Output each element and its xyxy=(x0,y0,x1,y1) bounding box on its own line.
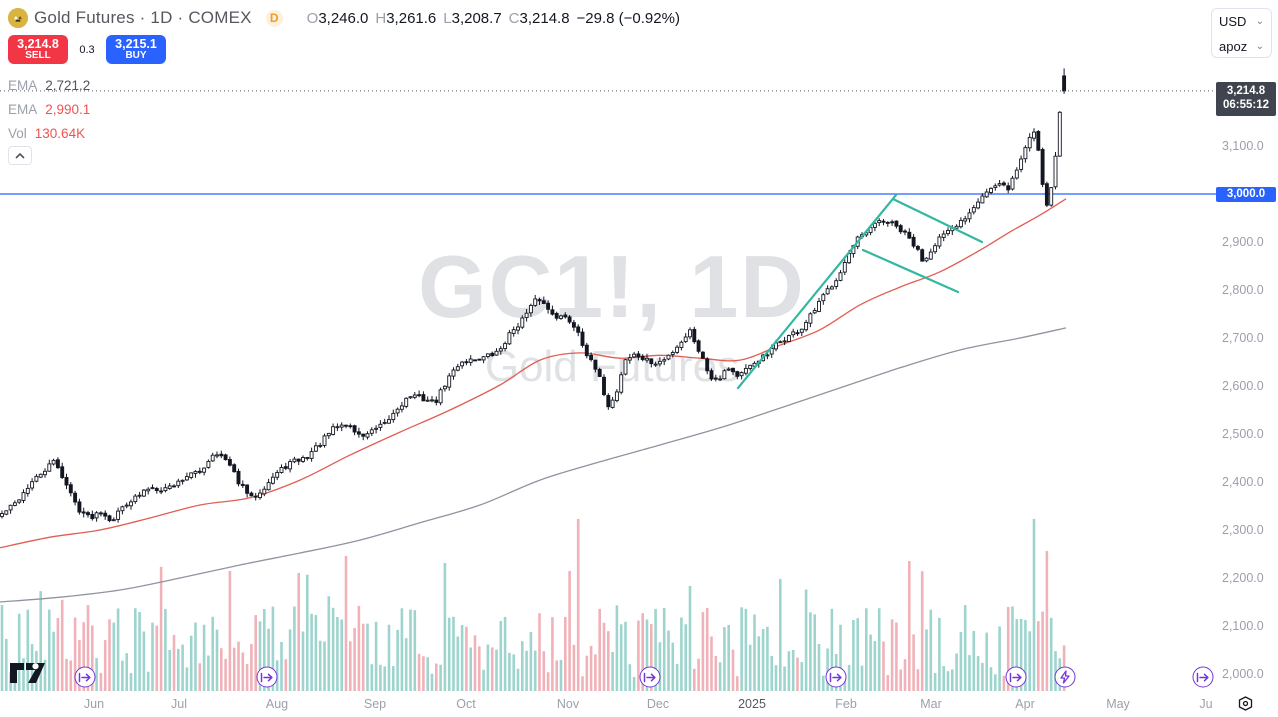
time-axis-label: 2025 xyxy=(738,697,766,711)
price-axis-label: 2,600.0 xyxy=(1222,379,1264,393)
buy-button[interactable]: 3,215.1 BUY xyxy=(106,35,166,64)
time-axis-label: Sep xyxy=(363,697,387,711)
contract-rollover-icon[interactable] xyxy=(1005,666,1027,688)
ema-slow-line xyxy=(0,327,1067,603)
candles-layer xyxy=(0,68,1067,523)
contract-rollover-icon[interactable] xyxy=(74,666,96,688)
currency-select[interactable]: USD ⌄ xyxy=(1219,14,1264,29)
change-value: −29.8 (−0.92%) xyxy=(576,9,680,27)
time-axis-label: Apr xyxy=(1015,697,1035,711)
time-axis-label: Mar xyxy=(920,697,942,711)
ohlc-values: O3,246.0 H3,261.6 L3,208.7 C3,214.8 −29.… xyxy=(306,9,680,27)
price-axis-label: 2,000.0 xyxy=(1222,667,1264,681)
time-axis-label: Jun xyxy=(83,697,105,711)
chevron-down-icon: ⌄ xyxy=(1255,41,1264,52)
indicator-row-volume[interactable]: Vol 130.64K xyxy=(8,122,90,146)
volume-bars-layer xyxy=(0,519,1066,691)
price-axis-label: 2,800.0 xyxy=(1222,283,1264,297)
symbol-title[interactable]: Gold Futures · 1D · COMEX xyxy=(34,8,252,27)
event-lightning-icon[interactable] xyxy=(1054,666,1076,688)
tradingview-logo-icon[interactable] xyxy=(9,658,47,689)
contract-rollover-icon[interactable] xyxy=(825,666,847,688)
ema-fast-value: 2,990.1 xyxy=(45,102,91,117)
time-axis-label: Feb xyxy=(835,697,857,711)
level-price-badge: 3,000.0 xyxy=(1216,187,1276,202)
indicator-row-ema-slow[interactable]: EMA 2,721.2 xyxy=(8,74,90,98)
trendline-drawing[interactable] xyxy=(736,193,984,390)
collapse-legend-button[interactable] xyxy=(8,146,32,165)
time-axis-label: May xyxy=(1106,697,1130,711)
time-axis-label: Ju xyxy=(1199,697,1213,711)
time-axis-label: Jul xyxy=(171,697,187,711)
sell-button[interactable]: 3,214.8 SELL xyxy=(8,35,68,64)
last-price-countdown-badge: 3,214.8 06:55:12 xyxy=(1216,82,1276,116)
indicator-row-ema-fast[interactable]: EMA 2,990.1 xyxy=(8,98,90,122)
chevron-up-icon xyxy=(15,151,25,161)
trade-panel: 3,214.8 SELL 0.3 3,215.1 BUY xyxy=(8,35,166,64)
indicator-legend: EMA 2,721.2 EMA 2,990.1 Vol 130.64K xyxy=(8,74,90,146)
price-axis-label: 3,100.0 xyxy=(1222,139,1264,153)
price-axis-label: 2,900.0 xyxy=(1222,235,1264,249)
symbol-header: Gold Futures · 1D · COMEX D O3,246.0 H3,… xyxy=(8,6,680,30)
delayed-data-badge[interactable]: D xyxy=(265,9,283,27)
currency-unit-selector: USD ⌄ apoz ⌄ xyxy=(1211,8,1272,58)
ema-fast-line xyxy=(0,198,1067,549)
price-axis-label: 2,500.0 xyxy=(1222,427,1264,441)
time-axis-label: Oct xyxy=(456,697,476,711)
price-axis-label: 2,300.0 xyxy=(1222,523,1264,537)
volume-value: 130.64K xyxy=(34,126,86,141)
time-axis[interactable]: Jun Jul Aug Sep Oct Nov Dec 2025 Feb Mar Apr May Ju xyxy=(0,695,1218,717)
ema-slow-value: 2,721.2 xyxy=(45,78,91,93)
contract-rollover-icon[interactable] xyxy=(1192,666,1214,688)
unit-select[interactable]: apoz ⌄ xyxy=(1219,39,1264,54)
price-axis-label: 2,100.0 xyxy=(1222,619,1264,633)
time-axis-label: Nov xyxy=(556,697,580,711)
time-axis-label: Dec xyxy=(646,697,670,711)
price-axis-label: 2,200.0 xyxy=(1222,571,1264,585)
axis-settings-icon[interactable] xyxy=(1237,695,1254,717)
spread-value: 0.3 xyxy=(79,43,95,56)
time-axis-label: Aug xyxy=(265,697,289,711)
price-axis-label: 2,400.0 xyxy=(1222,475,1264,489)
contract-rollover-icon[interactable] xyxy=(639,666,661,688)
contract-rollover-icon[interactable] xyxy=(256,666,278,688)
gold-symbol-icon[interactable] xyxy=(8,8,28,28)
price-axis[interactable]: 3,100.0 2,900.0 2,800.0 2,700.0 2,600.0 2,500… xyxy=(1220,0,1278,695)
price-axis-label: 2,700.0 xyxy=(1222,331,1264,345)
chevron-down-icon: ⌄ xyxy=(1255,16,1264,27)
